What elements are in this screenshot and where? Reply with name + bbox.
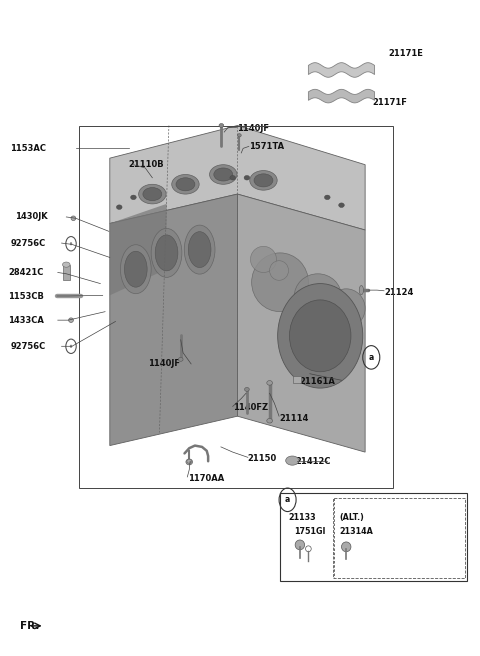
Ellipse shape — [244, 388, 249, 392]
Ellipse shape — [244, 175, 250, 180]
Text: FR.: FR. — [20, 621, 39, 631]
Polygon shape — [110, 204, 167, 295]
Text: 21114: 21114 — [279, 414, 309, 422]
Bar — [293, 376, 301, 383]
Ellipse shape — [295, 540, 305, 550]
Ellipse shape — [324, 195, 330, 199]
Ellipse shape — [210, 165, 237, 184]
Polygon shape — [110, 194, 238, 445]
Ellipse shape — [62, 262, 70, 267]
Polygon shape — [238, 194, 365, 452]
Text: 21161A: 21161A — [299, 377, 335, 386]
Ellipse shape — [219, 123, 224, 127]
Text: 21171F: 21171F — [372, 98, 407, 107]
Text: 92756C: 92756C — [11, 239, 46, 247]
Text: 21150: 21150 — [248, 454, 277, 463]
Text: 1430JK: 1430JK — [15, 213, 48, 222]
Ellipse shape — [120, 245, 151, 294]
Ellipse shape — [69, 318, 73, 323]
Ellipse shape — [172, 174, 199, 194]
Bar — [79, 125, 394, 488]
Ellipse shape — [277, 283, 363, 388]
Ellipse shape — [179, 358, 183, 361]
Ellipse shape — [70, 344, 72, 348]
Ellipse shape — [339, 203, 344, 207]
Polygon shape — [308, 63, 374, 77]
Text: 21314A: 21314A — [339, 527, 373, 537]
Text: 21133: 21133 — [288, 513, 316, 522]
Ellipse shape — [327, 289, 365, 328]
Bar — [334, 498, 465, 577]
Text: 1170AA: 1170AA — [188, 474, 224, 483]
Text: 1140JF: 1140JF — [148, 359, 180, 369]
Ellipse shape — [251, 247, 276, 272]
Text: 1433CA: 1433CA — [8, 316, 44, 325]
Ellipse shape — [341, 542, 351, 552]
Ellipse shape — [70, 242, 72, 245]
Text: 21124: 21124 — [384, 287, 413, 297]
Text: (ALT.): (ALT.) — [339, 513, 364, 522]
Ellipse shape — [155, 235, 178, 271]
Text: a: a — [285, 495, 290, 504]
Ellipse shape — [230, 175, 236, 180]
Ellipse shape — [71, 216, 76, 220]
Ellipse shape — [252, 253, 308, 312]
Bar — [280, 493, 467, 581]
Ellipse shape — [184, 225, 215, 274]
Ellipse shape — [294, 274, 341, 319]
Text: 1153AC: 1153AC — [10, 144, 46, 153]
Ellipse shape — [289, 300, 351, 372]
Ellipse shape — [238, 134, 241, 137]
Ellipse shape — [124, 251, 147, 287]
Ellipse shape — [139, 184, 166, 204]
Ellipse shape — [188, 232, 211, 268]
Text: 21110B: 21110B — [129, 160, 164, 169]
Text: 1153CB: 1153CB — [8, 292, 44, 301]
Text: a: a — [369, 353, 374, 362]
Ellipse shape — [151, 228, 182, 277]
Ellipse shape — [254, 174, 273, 187]
Text: 92756C: 92756C — [11, 342, 46, 351]
Polygon shape — [110, 125, 365, 230]
Ellipse shape — [359, 285, 363, 295]
Text: 21171E: 21171E — [389, 49, 424, 58]
Ellipse shape — [267, 380, 273, 385]
Ellipse shape — [176, 178, 195, 191]
Text: 1571TA: 1571TA — [249, 142, 285, 151]
Text: 1140FZ: 1140FZ — [233, 403, 268, 412]
Text: 28421C: 28421C — [8, 268, 44, 277]
Ellipse shape — [286, 456, 299, 465]
Text: 1751GI: 1751GI — [294, 527, 326, 537]
Ellipse shape — [270, 260, 288, 280]
Ellipse shape — [214, 168, 233, 181]
Ellipse shape — [117, 205, 122, 209]
Polygon shape — [308, 89, 374, 103]
Text: 1140JF: 1140JF — [238, 124, 269, 133]
Text: 21412C: 21412C — [295, 457, 331, 466]
Ellipse shape — [250, 171, 277, 190]
Ellipse shape — [143, 188, 162, 201]
Ellipse shape — [186, 459, 192, 465]
Bar — [62, 264, 70, 280]
Ellipse shape — [267, 419, 273, 423]
Ellipse shape — [131, 195, 136, 199]
Ellipse shape — [187, 459, 192, 463]
